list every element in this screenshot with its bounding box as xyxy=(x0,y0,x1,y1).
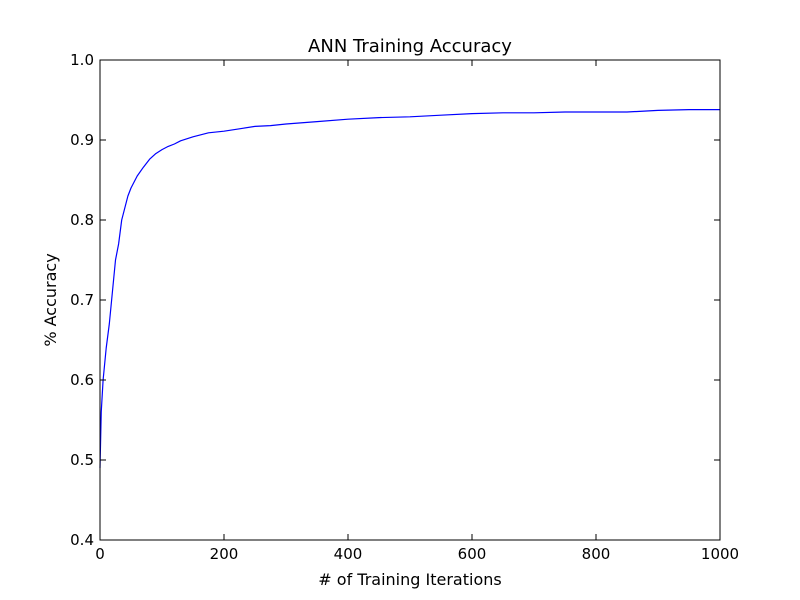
plot-frame xyxy=(99,59,721,541)
x-tick-label: 1000 xyxy=(701,545,739,563)
y-tick-label: 0.7 xyxy=(70,291,94,309)
y-tick-label: 0.5 xyxy=(70,451,94,469)
y-tick-label: 0.6 xyxy=(70,371,94,389)
x-tick-label: 600 xyxy=(458,545,487,563)
x-tick-label: 200 xyxy=(210,545,239,563)
y-tick-label: 0.8 xyxy=(70,211,94,229)
series-layer xyxy=(99,108,720,469)
chart-title: ANN Training Accuracy xyxy=(308,36,512,57)
y-axis-label: % Accuracy xyxy=(41,253,60,346)
y-tick-label: 0.9 xyxy=(70,131,94,149)
x-tick-label: 800 xyxy=(582,545,611,563)
x-axis-label: # of Training Iterations xyxy=(318,570,501,589)
x-tick-label: 400 xyxy=(334,545,363,563)
series-line xyxy=(99,108,720,469)
y-tick-label: 0.4 xyxy=(70,531,94,549)
x-tick-label: 0 xyxy=(95,545,105,563)
y-tick-label: 1.0 xyxy=(70,51,94,69)
plot-area xyxy=(100,60,720,540)
